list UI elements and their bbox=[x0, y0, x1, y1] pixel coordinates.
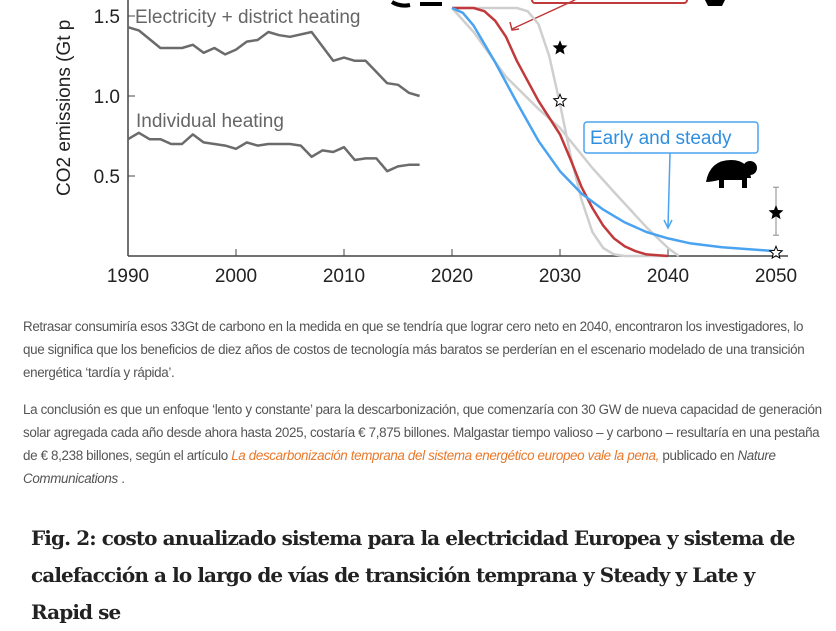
early-steady-label-box bbox=[583, 121, 759, 154]
annotation-electricity: Electricity + district heating bbox=[135, 7, 360, 28]
y-tick-label: 1.0 bbox=[94, 87, 120, 108]
early-steady-arrow bbox=[667, 152, 671, 228]
annotation-individual: Individual heating bbox=[136, 111, 284, 132]
x-tick-label: 2040 bbox=[647, 266, 689, 287]
series-line-electricity-district-heating bbox=[127, 26, 420, 98]
cropped-top-decorations bbox=[390, 0, 725, 31]
late-rapid-arrow bbox=[511, 0, 576, 30]
x-tick-label: 1990 bbox=[107, 266, 149, 287]
x-tick-label: 2020 bbox=[431, 266, 473, 287]
emissions-chart: CO2 emissions (Gt p 1990 2000 2010 2020 2030… bbox=[54, 0, 797, 287]
journal-name: Nature Communications bbox=[23, 448, 776, 486]
y-tick-label: 0.5 bbox=[94, 167, 120, 188]
paragraph-text: . bbox=[117, 471, 125, 486]
paragraph-delay-cost: Retrasar consumiría esos 33Gt de carbono… bbox=[23, 319, 805, 380]
series-line-late-and-rapid bbox=[452, 6, 669, 258]
annotation-early-steady: Early and steady bbox=[590, 128, 732, 149]
filled-star-marker bbox=[768, 204, 784, 220]
figure-heading: Fig. 2: costo anualizado sistema para la… bbox=[31, 526, 795, 624]
open-star-marker bbox=[552, 92, 568, 108]
paragraph-conclusion: La conclusión es que un enfoque ‘lento y… bbox=[23, 398, 823, 490]
late-rapid-label-box bbox=[531, 0, 688, 4]
series-line-early-and-steady bbox=[451, 6, 777, 253]
y-axis-label: CO2 emissions (Gt p bbox=[54, 20, 75, 196]
x-tick-label: 2030 bbox=[539, 266, 581, 287]
x-tick-label: 2050 bbox=[755, 266, 797, 287]
paragraph-text: La conclusión es que un enfoque ‘lento y… bbox=[23, 402, 822, 463]
paragraph-text: publicado en bbox=[659, 448, 738, 463]
filled-star-marker bbox=[552, 40, 568, 55]
hare-icon bbox=[705, 0, 725, 6]
turtle-icon bbox=[706, 160, 757, 188]
x-tick-label: 2000 bbox=[215, 266, 257, 287]
y-tick-label: 1.5 bbox=[94, 7, 120, 28]
x-tick-label: 2010 bbox=[323, 266, 365, 287]
rocket-icon bbox=[390, 0, 442, 8]
series-line-individual-heating bbox=[127, 131, 420, 173]
late-rapid-arrow-head bbox=[509, 21, 520, 31]
open-star-marker bbox=[768, 244, 784, 260]
article-link[interactable]: La descarbonización temprana del sistema… bbox=[231, 448, 659, 463]
early-steady-arrow-head bbox=[663, 219, 673, 230]
